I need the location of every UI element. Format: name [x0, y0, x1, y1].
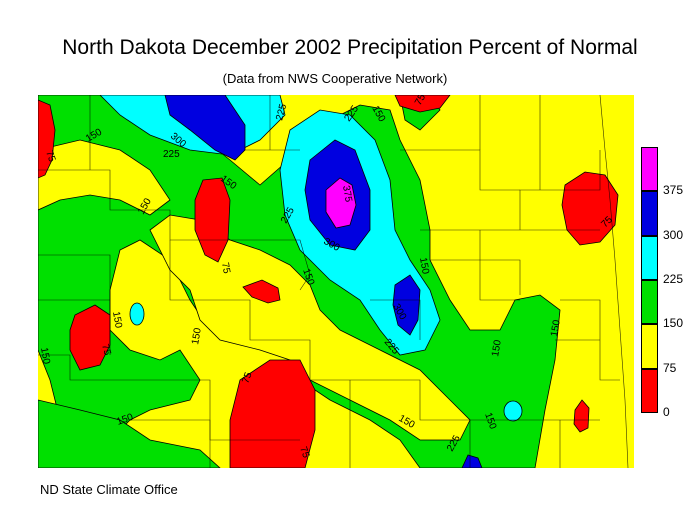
legend-label: 300 [663, 227, 684, 242]
contour-label: 150 [38, 347, 52, 366]
contour-label: 150 [110, 311, 124, 330]
red-region-northcentral [194, 177, 231, 263]
contour-label: 150 [490, 339, 504, 358]
legend: 0 75 150 225 300 375 [641, 147, 691, 419]
contour-label: 225 [163, 149, 180, 160]
county-boundaries [38, 95, 629, 468]
legend-swatch [641, 191, 658, 236]
contour-label: 225 [274, 102, 289, 121]
blue-region-northwest [164, 95, 246, 161]
red-region-south [229, 359, 316, 468]
contour-label: 375 [340, 185, 354, 204]
legend-label: 75 [663, 360, 677, 375]
contour-label: 75 [219, 262, 232, 275]
contour-label: 75 [240, 370, 254, 385]
cyan-spot-south [503, 400, 523, 422]
contour-label: 75 [99, 343, 113, 357]
red-region-southeast [573, 399, 590, 433]
legend-label: 0 [663, 405, 670, 419]
legend-label: 375 [663, 183, 684, 198]
contour-label: 150 [417, 257, 431, 276]
blue-region-south [461, 454, 483, 468]
legend-swatch [641, 324, 658, 369]
legend-swatch [641, 147, 658, 192]
legend-swatch [641, 235, 658, 280]
red-region-west [38, 99, 56, 179]
red-region-central-small [242, 279, 281, 304]
legend-swatch [641, 280, 658, 325]
contour-label: 150 [549, 319, 563, 338]
legend-label: 225 [663, 272, 684, 286]
red-region-north [394, 95, 451, 113]
credit-text: ND State Climate Office [40, 482, 178, 497]
map-title: North Dakota December 2002 Precipitation… [62, 36, 638, 59]
cyan-spot-west [129, 302, 145, 326]
magenta-region-central [325, 177, 357, 229]
legend-swatch [641, 368, 658, 413]
red-region-southwest [69, 304, 111, 371]
legend-label: 150 [663, 316, 684, 331]
contour-label: 150 [190, 327, 204, 346]
contour-label: 75 [297, 445, 311, 460]
blue-region-east [392, 274, 421, 336]
contour-label: 75 [43, 149, 57, 164]
map-subtitle: (Data from NWS Cooperative Network) [222, 71, 448, 86]
yellow-region-upper [38, 139, 171, 216]
green-region-south [38, 399, 221, 468]
